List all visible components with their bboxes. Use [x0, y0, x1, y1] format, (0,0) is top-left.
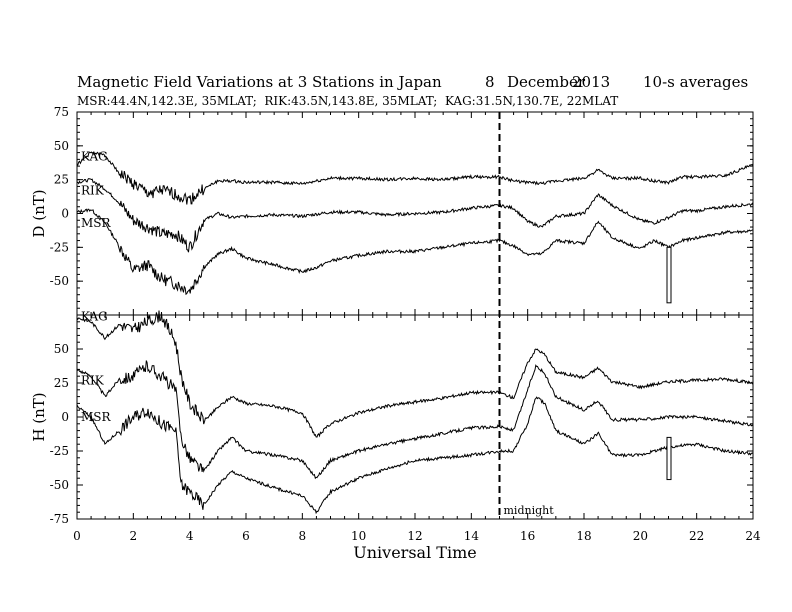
title-year: 2013 — [572, 73, 611, 91]
series-label-kag: KAG — [81, 309, 108, 323]
y-tick-label: 50 — [54, 139, 69, 153]
x-tick-label: 4 — [186, 529, 194, 543]
chart-title: Magnetic Field Variations at 3 Stations … — [77, 73, 748, 181]
y-tick-label: 25 — [54, 173, 69, 187]
title-day: 8 — [485, 73, 495, 91]
data-spike — [666, 246, 672, 304]
x-axis-label: Universal Time — [353, 543, 476, 562]
x-tick-label: 24 — [745, 529, 761, 543]
title-month: December — [507, 73, 586, 91]
y-tick-label: -75 — [50, 512, 69, 526]
series-label-kag: KAG — [81, 150, 108, 164]
y-axis-label: H (nT) — [30, 392, 48, 441]
y-tick-label: -50 — [50, 478, 69, 492]
series-line-msr — [76, 208, 754, 296]
series-line-kag — [76, 151, 754, 205]
y-tick-label: -50 — [50, 274, 69, 288]
x-tick-label: 10 — [351, 529, 366, 543]
x-tick-label: 20 — [633, 529, 648, 543]
station-coordinates: MSR:44.4N,142.3E, 35MLAT; RIK:43.5N,143.… — [77, 94, 619, 108]
y-tick-label: -25 — [50, 240, 69, 254]
y-tick-label: 50 — [54, 342, 69, 356]
series-line-rik — [76, 360, 754, 480]
x-tick-label: 22 — [689, 529, 704, 543]
y-tick-label: 25 — [54, 376, 69, 390]
x-tick-label: 0 — [73, 529, 81, 543]
x-tick-label: 8 — [299, 529, 307, 543]
series-label-rik: RIK — [81, 373, 105, 387]
x-tick-label: 12 — [407, 529, 422, 543]
title-main: Magnetic Field Variations at 3 Stations … — [77, 73, 442, 91]
series-label-msr: MSR — [81, 410, 112, 424]
series-line-msr — [76, 396, 754, 515]
x-tick-label: 16 — [520, 529, 535, 543]
x-tick-label: 2 — [130, 529, 138, 543]
panel-frame-1 — [76, 314, 754, 520]
x-tick-label: 18 — [576, 529, 591, 543]
series-line-kag — [76, 310, 754, 438]
y-tick-label: 75 — [54, 105, 69, 119]
data-spike — [666, 436, 672, 481]
series-label-rik: RIK — [81, 183, 105, 197]
series-line-rik — [76, 178, 754, 253]
x-tick-label: 6 — [242, 529, 250, 543]
y-tick-label: 0 — [61, 410, 69, 424]
y-axis-label: D (nT) — [30, 189, 48, 237]
y-tick-label: -25 — [50, 444, 69, 458]
title-averages: 10-s averages — [643, 73, 749, 91]
series-label-msr: MSR — [81, 216, 112, 230]
midnight-label: midnight — [504, 504, 555, 517]
x-tick-label: 14 — [464, 529, 480, 543]
y-tick-label: 0 — [61, 207, 69, 221]
